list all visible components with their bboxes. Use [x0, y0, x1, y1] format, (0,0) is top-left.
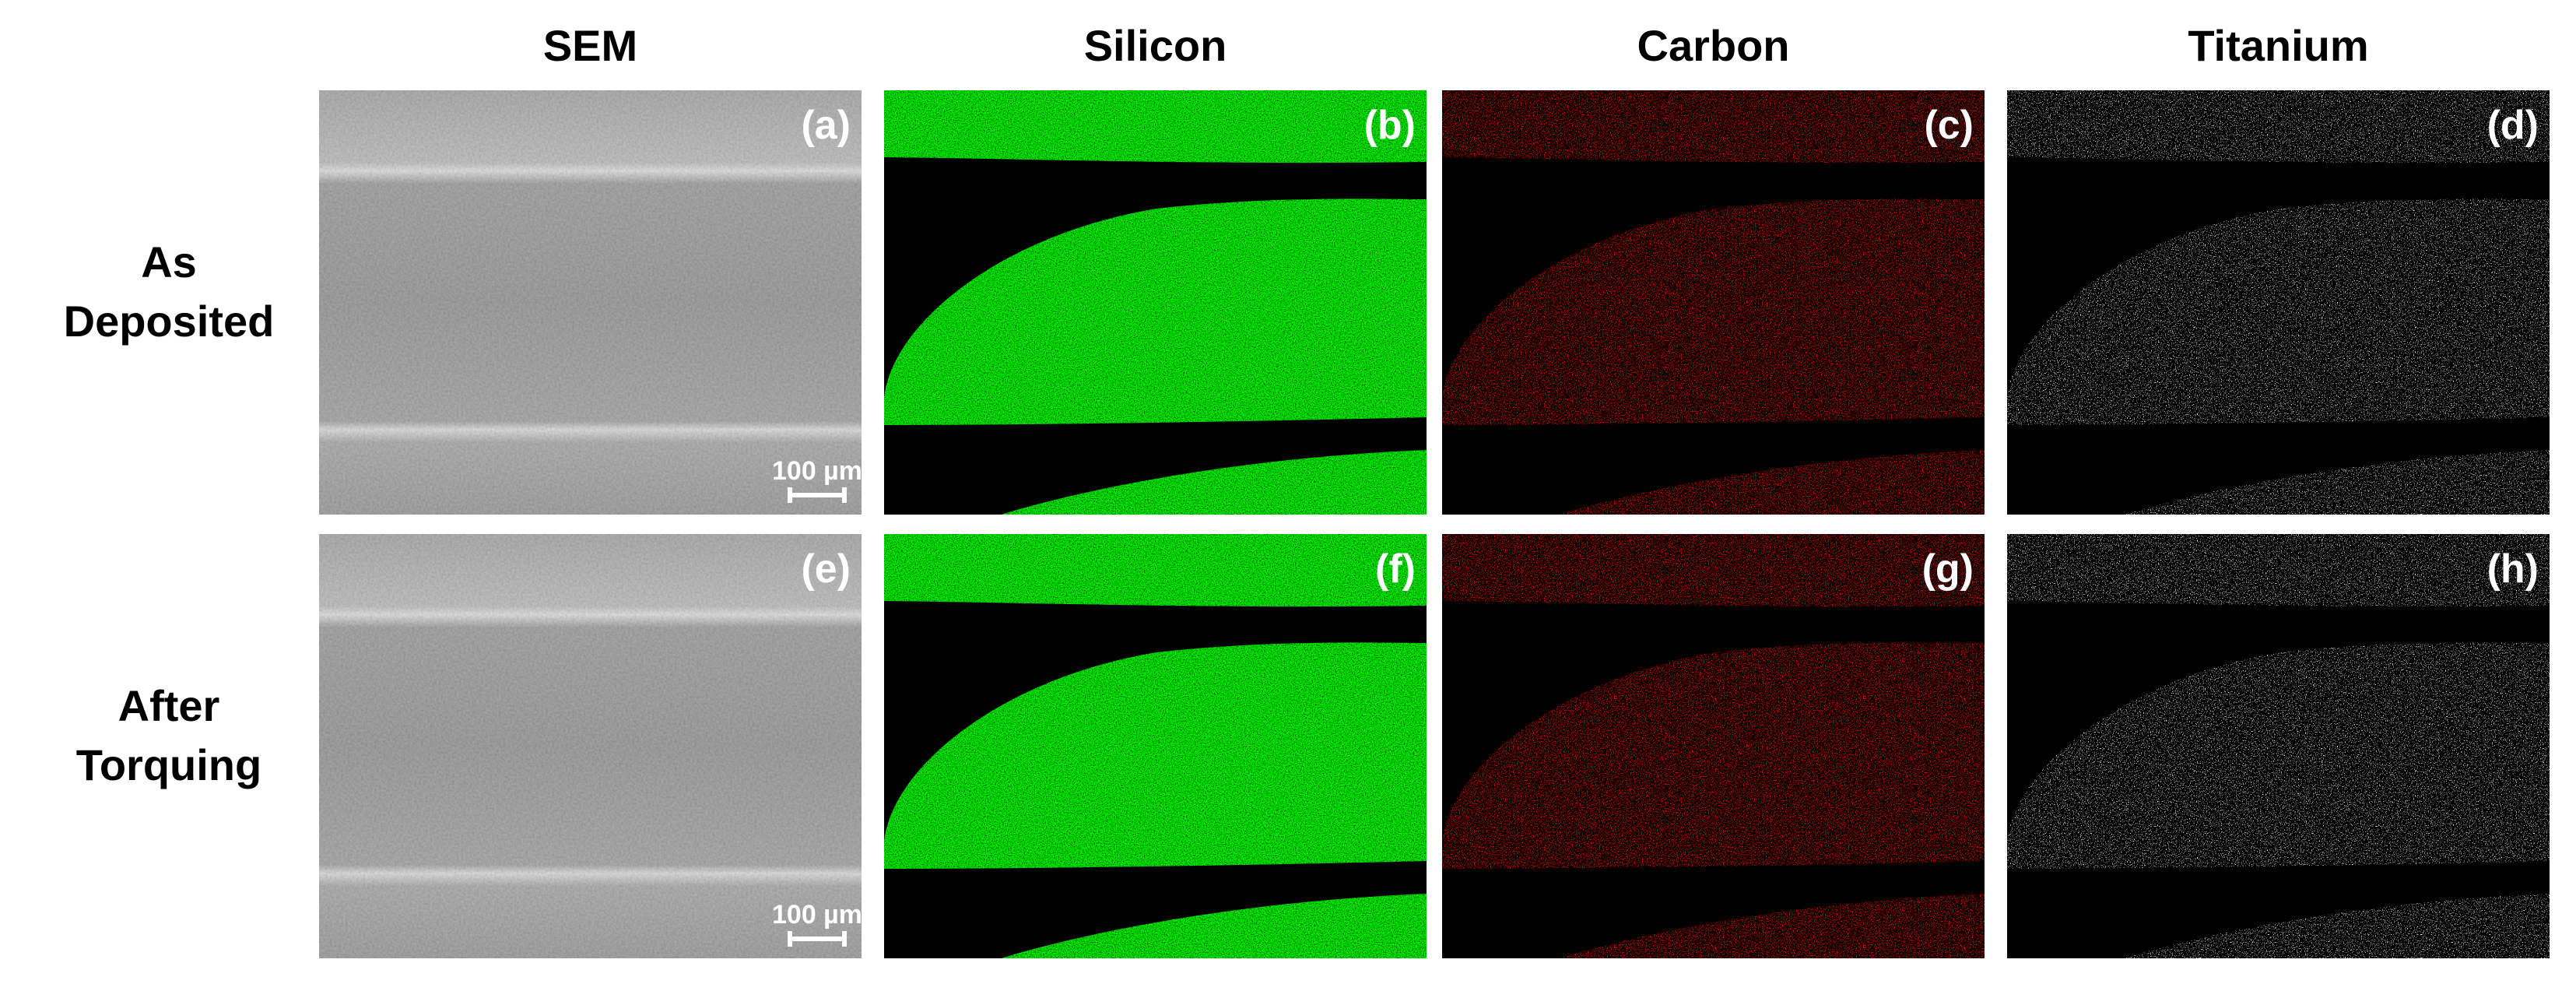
- scale-bar: [788, 931, 847, 947]
- column-header: Carbon: [1637, 21, 1790, 70]
- row-label: As: [141, 237, 197, 286]
- panel: (g): [1442, 534, 1985, 958]
- panel: (e) 100 µm: [319, 534, 862, 958]
- panel-label: (d): [2487, 103, 2539, 148]
- panel-label: (f): [1375, 546, 1416, 592]
- column-header: Silicon: [1084, 21, 1227, 70]
- panel-label: (g): [1922, 546, 1974, 592]
- panel-label: (a): [801, 103, 851, 148]
- row-label: Torquing: [76, 740, 261, 789]
- row-label: After: [118, 681, 220, 730]
- scale-bar: [788, 487, 847, 503]
- panel: (f): [884, 534, 1427, 958]
- panel-label: (e): [801, 546, 851, 592]
- panel: (c): [1442, 90, 1985, 515]
- panel-label: (h): [2487, 546, 2539, 592]
- sem-texture: [319, 90, 862, 515]
- panel-label: (b): [1364, 103, 1416, 148]
- scale-bar-label: 100 µm: [772, 900, 862, 930]
- row-label: Deposited: [64, 297, 275, 346]
- panel: (b): [884, 90, 1427, 515]
- panel: (h): [2007, 534, 2550, 958]
- panel: (d): [2007, 90, 2550, 515]
- scale-bar-label: 100 µm: [772, 456, 862, 486]
- column-header: Titanium: [2188, 21, 2368, 70]
- panel: (a) 100 µm: [319, 90, 862, 515]
- panel-label: (c): [1924, 103, 1974, 148]
- column-header: SEM: [543, 21, 637, 70]
- sem-texture: [319, 534, 862, 958]
